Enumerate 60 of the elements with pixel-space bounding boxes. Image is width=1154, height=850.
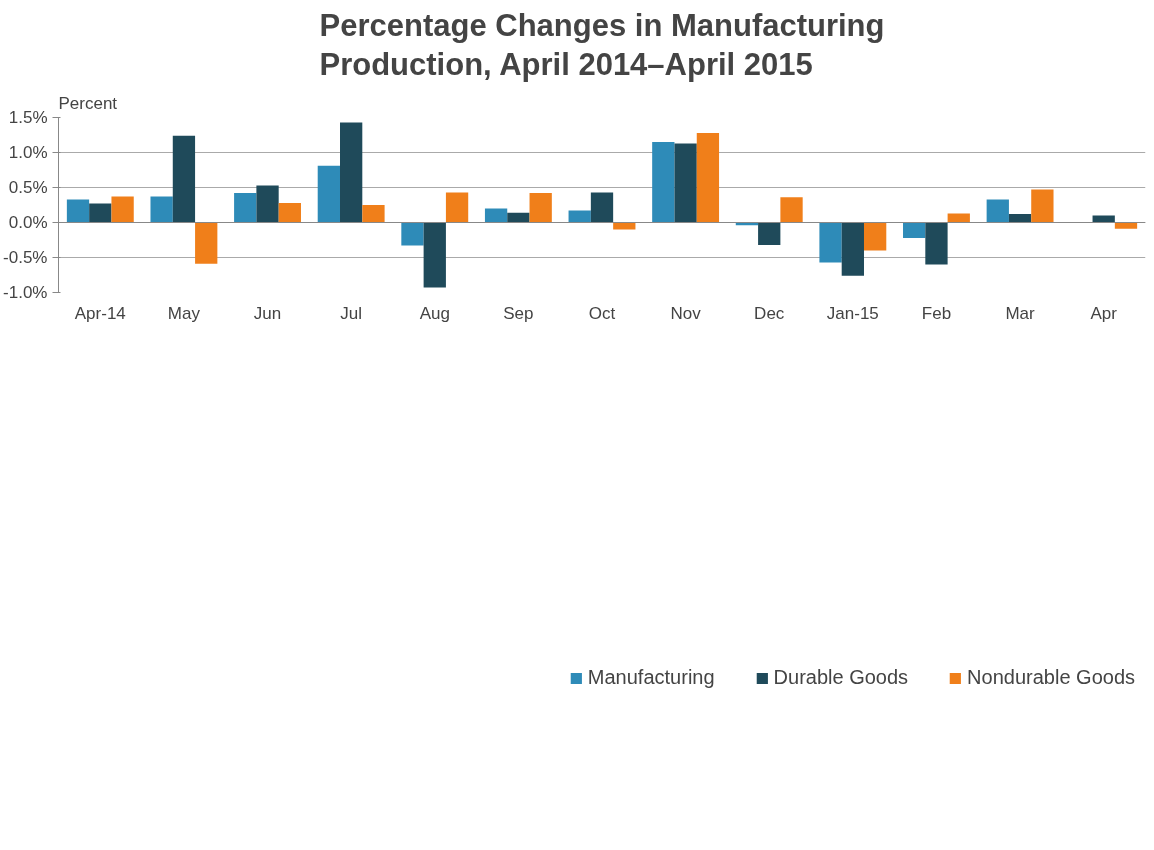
- bar: [256, 185, 279, 223]
- bar: [986, 199, 1009, 223]
- bar: [863, 222, 887, 251]
- x-tick-label: Sep: [503, 303, 534, 323]
- x-tick-label: Jul: [340, 303, 363, 323]
- bar: [529, 193, 552, 223]
- bar: [278, 202, 301, 223]
- bar: [780, 197, 803, 223]
- bar: [340, 122, 363, 223]
- y-tick-label: -1.0%: [3, 283, 48, 302]
- bar: [111, 196, 134, 223]
- x-tick-label: Feb: [921, 303, 952, 323]
- x-tick-label: Aug: [419, 303, 450, 323]
- bar: [89, 203, 112, 223]
- x-tick-label: Oct: [588, 303, 616, 323]
- x-tick-label: Jun: [253, 303, 282, 323]
- bar: [401, 222, 424, 246]
- x-tick-label: Jan-15: [826, 303, 879, 323]
- bar: [590, 192, 614, 223]
- bar: [947, 213, 970, 223]
- x-tick-label: Apr: [1090, 303, 1118, 323]
- x-tick-label: May: [167, 303, 201, 323]
- y-tick-label: 0.0%: [8, 213, 48, 232]
- y-tick-label: -0.5%: [3, 248, 48, 267]
- legend-label: Durable Goods: [773, 666, 909, 690]
- bar: [423, 222, 446, 288]
- bar: [903, 222, 926, 238]
- legend-label: Manufacturing: [587, 666, 715, 690]
- bar: [568, 210, 591, 223]
- bar: [819, 222, 842, 263]
- y-axis-title: Percent: [58, 93, 118, 113]
- bar: [696, 132, 720, 223]
- bar: [1114, 222, 1138, 229]
- bar: [841, 222, 864, 276]
- bar: [66, 199, 90, 223]
- y-tick-label: 1.5%: [8, 108, 48, 127]
- x-tick-label: Mar: [1005, 303, 1036, 323]
- bar: [362, 205, 385, 223]
- bar: [1008, 214, 1032, 223]
- bar: [195, 222, 218, 264]
- bar: [172, 135, 196, 223]
- legend-label: Nondurable Goods: [967, 666, 1135, 690]
- bar: [234, 193, 257, 223]
- bar: [1031, 189, 1054, 223]
- y-tick-label: 0.5%: [8, 178, 48, 197]
- bar: [613, 222, 636, 230]
- bar: [445, 192, 469, 223]
- bar: [925, 222, 948, 265]
- x-tick-label: Dec: [754, 303, 785, 323]
- chart-title: Percentage Changes in Manufacturing Production, April 2014–April 2015: [319, 8, 885, 82]
- x-tick-label: Nov: [670, 303, 702, 323]
- bar: [652, 142, 675, 223]
- bar: [317, 165, 341, 223]
- bar: [758, 222, 781, 245]
- bar: [674, 143, 697, 223]
- bar: [507, 212, 530, 223]
- bar: [484, 208, 508, 223]
- bar: [150, 196, 173, 223]
- y-tick-label: 1.0%: [8, 143, 48, 162]
- x-tick-label: Apr-14: [74, 303, 126, 323]
